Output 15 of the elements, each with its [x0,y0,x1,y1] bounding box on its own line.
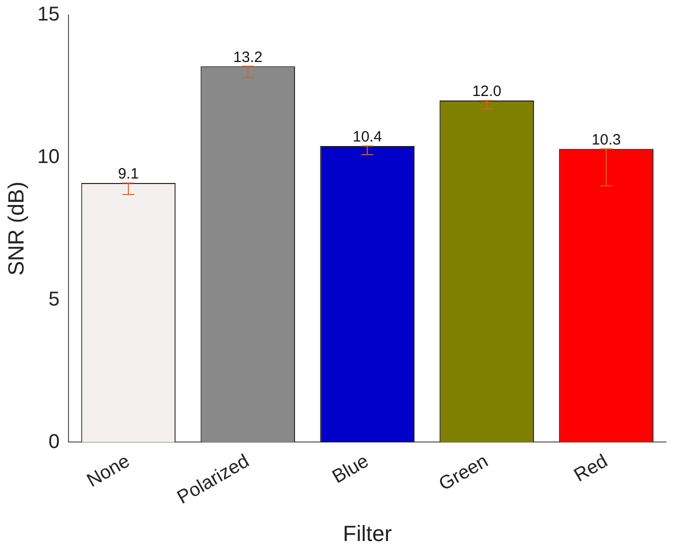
data-label: 10.4 [352,128,382,146]
data-label: 9.1 [118,166,139,183]
x-tick-label: Red [570,450,612,486]
data-label: 12.0 [472,83,502,100]
y-axis-title: SNR (dB) [3,182,28,276]
y-tick-label: 5 [48,288,60,310]
x-tick-label: Green [436,450,492,496]
y-tick-label: 15 [37,4,60,26]
y-tick-label: 0 [48,430,60,453]
data-label: 10.3 [592,132,621,149]
x-tick-label: None [84,450,134,492]
data-label: 13.2 [233,48,262,66]
x-tick-label: Blue [329,450,372,488]
y-tick-label: 10 [37,146,60,168]
x-axis-title: Filter [342,520,392,546]
